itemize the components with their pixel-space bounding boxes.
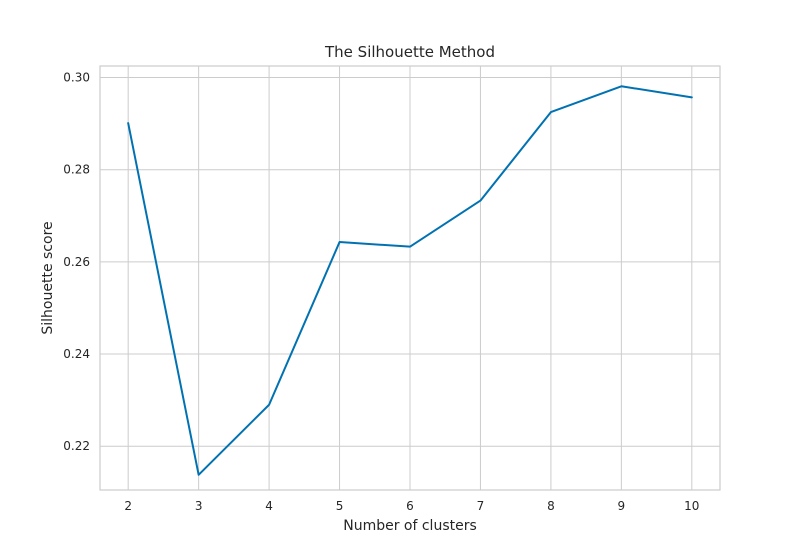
data-point — [479, 200, 481, 202]
x-tick-label: 7 — [477, 499, 485, 513]
y-axis-ticks: 0.22 0.24 0.26 0.28 0.30 — [63, 71, 90, 454]
x-tick-label: 9 — [618, 499, 626, 513]
data-point — [409, 246, 411, 248]
x-tick-label: 5 — [336, 499, 344, 513]
x-tick-label: 3 — [195, 499, 203, 513]
plot-frame — [99, 65, 721, 491]
y-tick-label: 0.28 — [63, 163, 90, 177]
chart-title: The Silhouette Method — [324, 43, 495, 61]
data-point — [127, 122, 129, 124]
y-tick-label: 0.30 — [63, 71, 90, 85]
y-axis-label: Silhouette score — [40, 221, 56, 334]
data-point — [339, 241, 341, 243]
x-axis-ticks: 2 3 4 5 6 7 8 9 10 — [124, 499, 699, 513]
y-tick-label: 0.24 — [63, 347, 90, 361]
data-point — [268, 404, 270, 406]
x-tick-label: 6 — [406, 499, 414, 513]
data-point — [198, 474, 200, 476]
silhouette-series-line — [127, 85, 693, 476]
data-point — [550, 111, 552, 113]
data-point — [691, 96, 693, 98]
x-axis-label: Number of clusters — [343, 518, 477, 534]
y-tick-label: 0.22 — [63, 439, 90, 453]
x-tick-label: 8 — [547, 499, 555, 513]
x-tick-label: 10 — [684, 499, 699, 513]
x-tick-label: 4 — [265, 499, 273, 513]
data-point — [620, 85, 622, 87]
grid-lines — [100, 66, 720, 490]
x-tick-label: 2 — [124, 499, 132, 513]
y-tick-label: 0.26 — [63, 255, 90, 269]
